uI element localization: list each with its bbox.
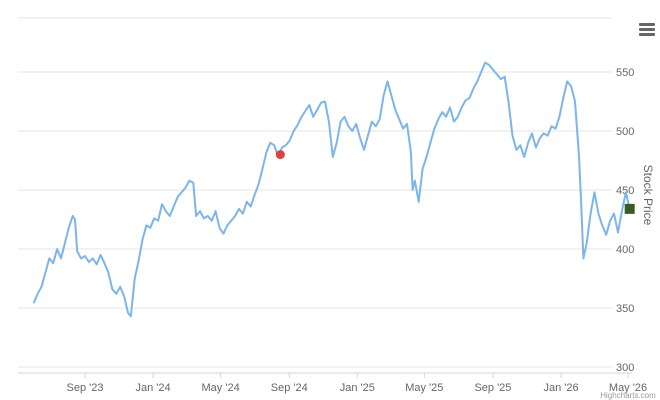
y-tick-label: 450 [616,185,634,197]
event-marker-circle[interactable] [275,150,285,160]
y-tick-label: 400 [616,244,634,256]
x-tick-label: Sep '24 [271,382,308,394]
x-tick-label: Jan '25 [340,382,375,394]
x-tick-label: Jan '24 [136,382,171,394]
x-axis-tick-labels: Sep '23 Jan '24 May '24 Sep '24 Jan '25 May '… [67,373,647,394]
credit-text[interactable]: Highcharts.com [600,391,656,400]
x-tick-label: May '25 [405,382,443,394]
y-tick-label: 500 [616,126,634,138]
menu-icon[interactable] [639,23,655,36]
y-tick-label: 300 [616,362,634,374]
y-tick-label: 350 [616,303,634,315]
event-markers [275,150,635,214]
stock-price-line [32,61,631,318]
x-tick-label: May '26 [609,382,647,394]
x-tick-label: Sep '23 [67,382,104,394]
x-tick-label: Sep '25 [474,382,511,394]
y-axis-title: Stock Price [641,165,655,226]
grid-lines [18,17,612,368]
event-marker-square[interactable] [624,203,635,214]
y-tick-label: 550 [616,67,634,79]
y-axis-tick-labels: 300 350 400 450 500 550 [616,67,634,374]
x-tick-label: Jan '26 [543,382,578,394]
x-tick-label: May '24 [202,382,240,394]
